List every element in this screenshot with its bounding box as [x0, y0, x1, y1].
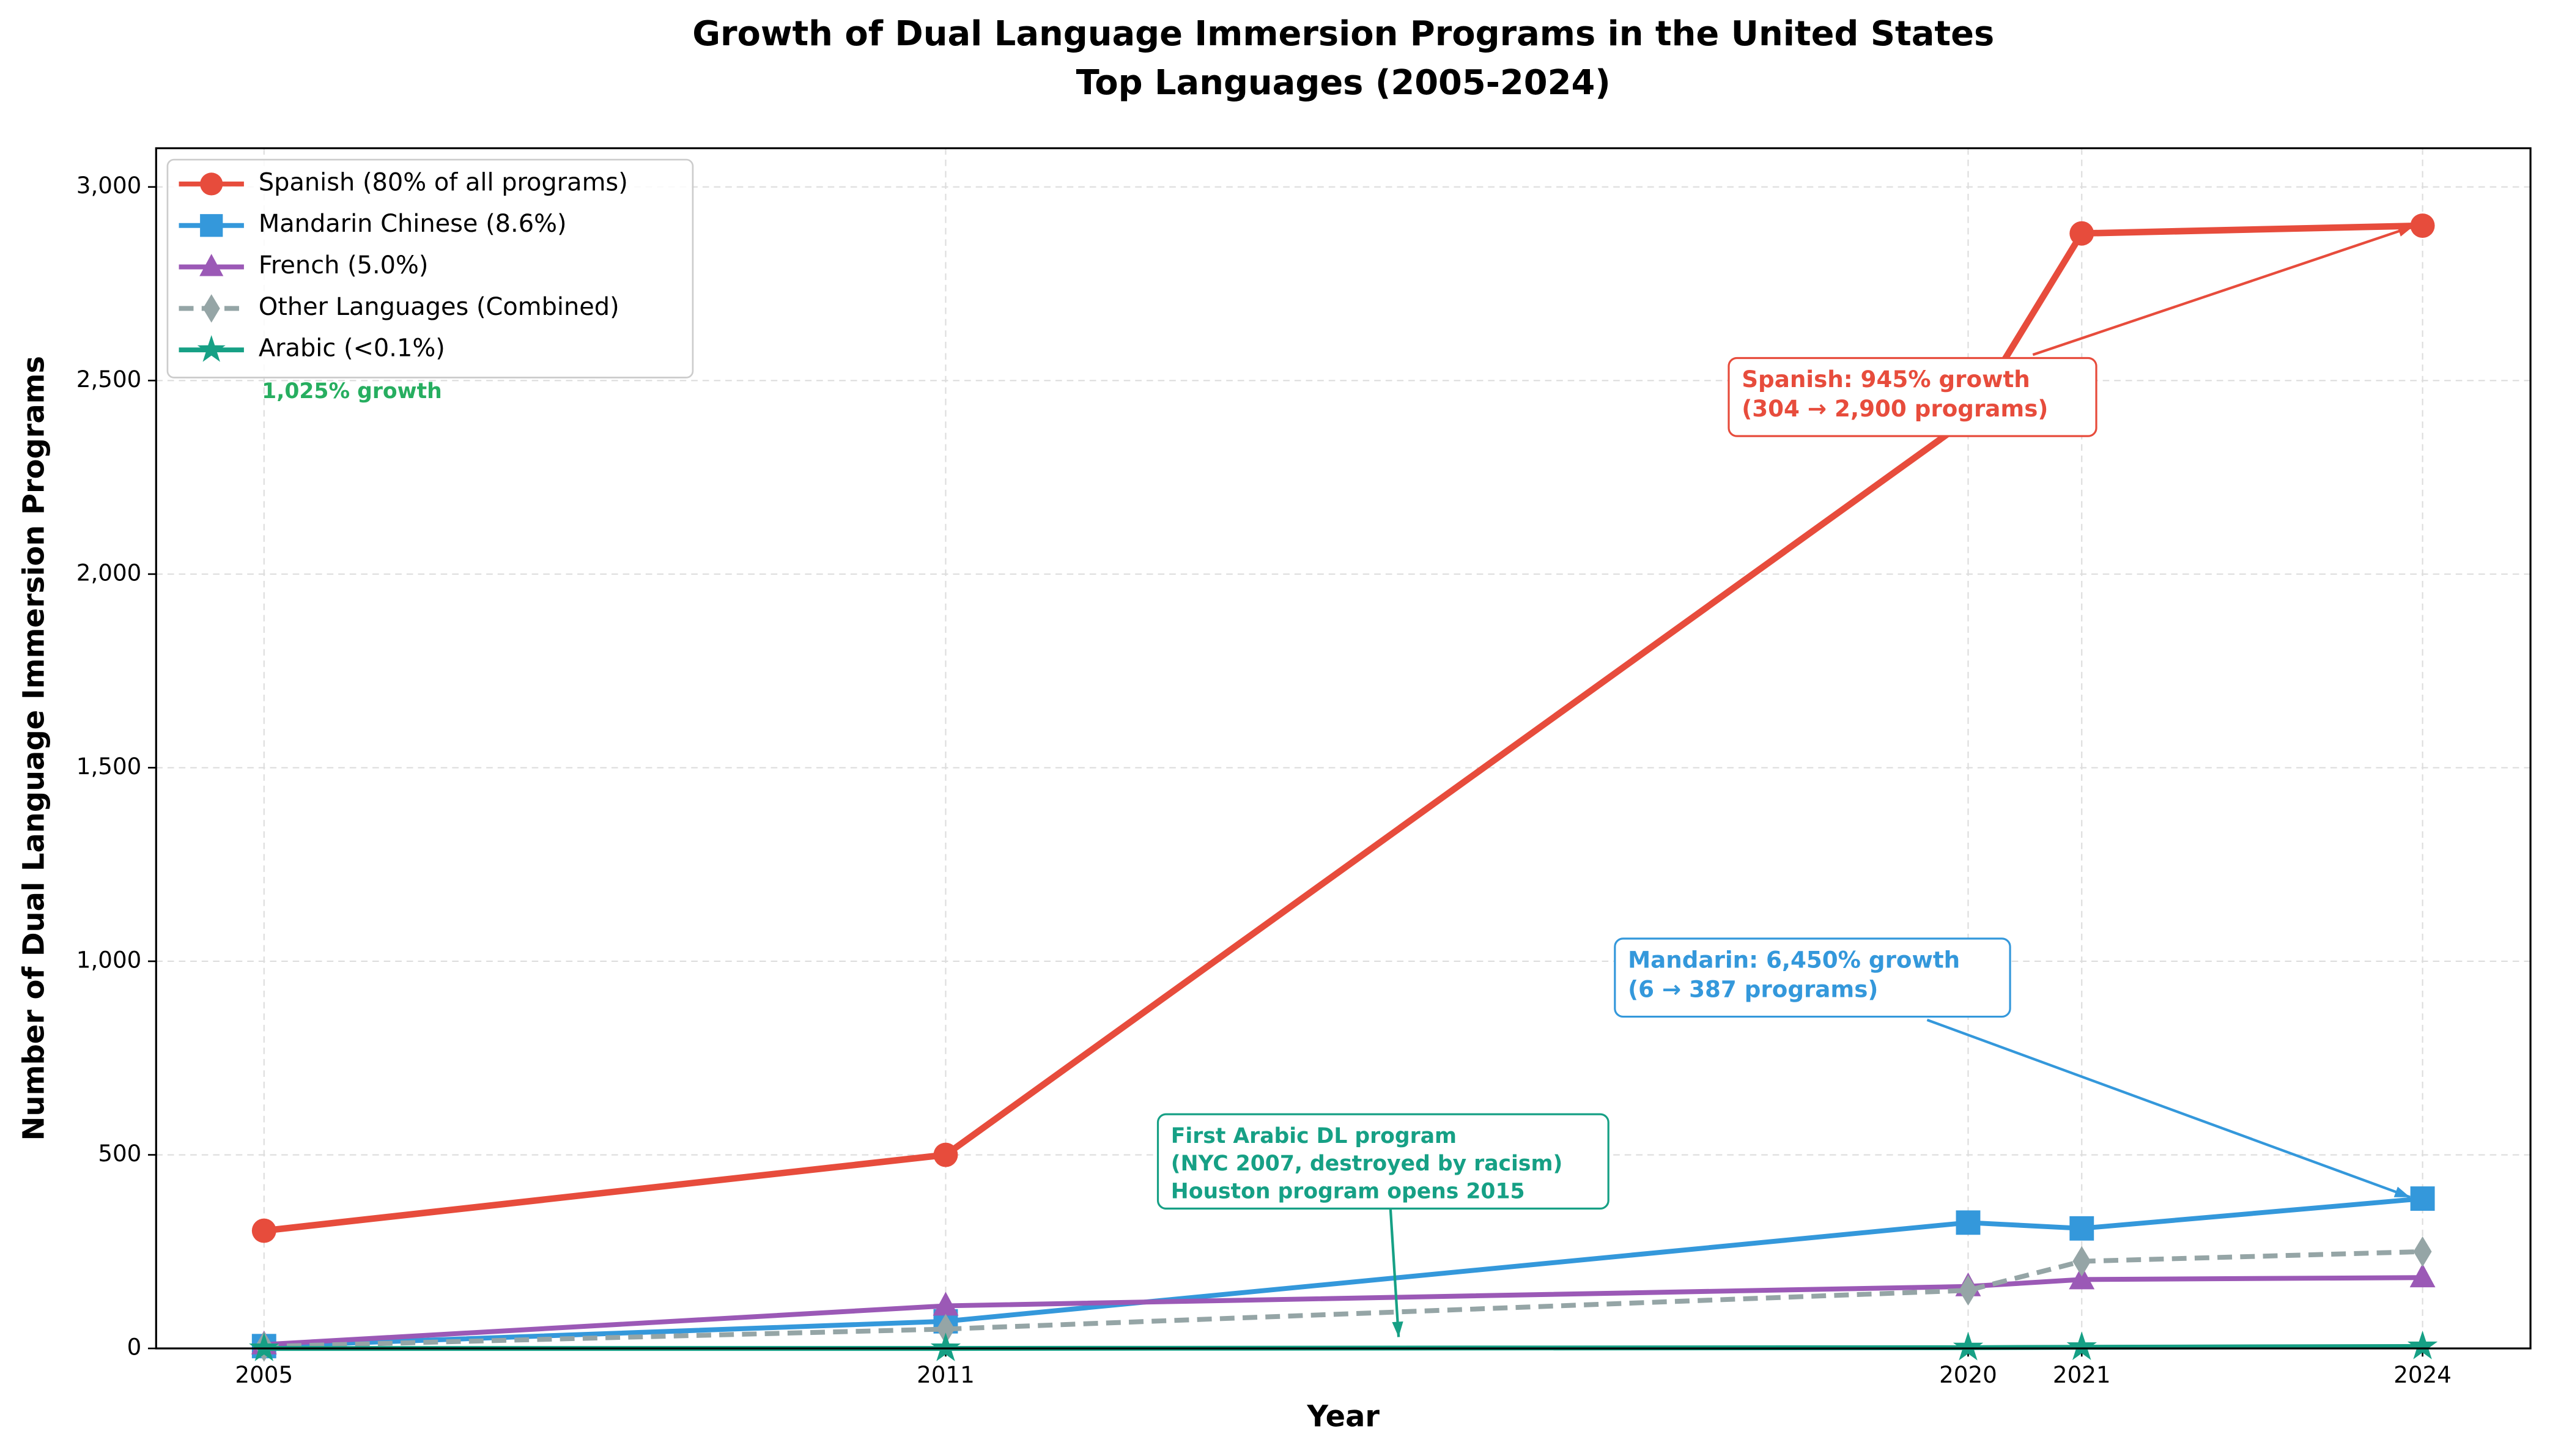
chart-subtitle: Top Languages (2005-2024)	[1076, 63, 1611, 103]
legend: Spanish (80% of all programs) Mandarin Ch…	[166, 158, 694, 379]
marker	[199, 254, 224, 276]
legend-label: Mandarin Chinese (8.6%)	[259, 210, 567, 238]
marker	[2069, 1265, 2095, 1290]
legend-label: Spanish (80% of all programs)	[259, 168, 628, 196]
marker	[1953, 1331, 1984, 1361]
annotation-text: (NYC 2007, destroyed by racism)	[1171, 1151, 1562, 1176]
annotation-arrow	[2032, 225, 2414, 357]
annotation-text: Spanish: 945% growth	[1742, 366, 2030, 393]
legend-label: French (5.0%)	[259, 251, 429, 279]
x-tick-label: 2024	[2393, 1361, 2452, 1388]
y-axis-label: Number of Dual Language Immersion Progra…	[18, 356, 51, 1141]
marker	[249, 1332, 279, 1362]
marker	[930, 1332, 961, 1362]
annotation-arrow	[1389, 1208, 1400, 1337]
marker	[2410, 213, 2435, 238]
y-tick-label: 2,500	[76, 366, 142, 393]
y-tick-label: 2,000	[76, 559, 142, 586]
annotation-box	[1728, 357, 2097, 437]
marker	[2413, 1236, 2432, 1267]
chart-title: Growth of Dual Language Immersion Progra…	[692, 14, 1994, 54]
arrow-head	[2393, 1186, 2411, 1197]
annotation: Mandarin: 6,450% growth(6 → 387 programs…	[1614, 937, 2411, 1199]
marker	[2069, 221, 2094, 246]
annotation: 1,025% growth	[262, 379, 442, 404]
marker	[2407, 1330, 2438, 1359]
annotation-text: First Arabic DL program	[1171, 1124, 1457, 1148]
annotation: Spanish: 945% growth(304 → 2,900 program…	[1728, 225, 2414, 437]
series-line	[264, 1249, 2423, 1349]
annotation-box	[1156, 1113, 1609, 1210]
arrow-head	[2397, 226, 2414, 237]
x-tick-label: 2020	[1939, 1361, 1997, 1388]
x-tick-label: 2021	[2053, 1361, 2111, 1388]
y-tick-label: 1,000	[76, 946, 142, 973]
marker	[2069, 1216, 2094, 1241]
y-tick-label: 500	[98, 1140, 141, 1167]
annotation-text: (6 → 387 programs)	[1628, 975, 1878, 1002]
annotation-text: Mandarin: 6,450% growth	[1628, 947, 1960, 974]
y-tick-label: 1,500	[76, 753, 142, 780]
legend-label: Other Languages (Combined)	[259, 293, 619, 321]
x-tick-label: 2005	[235, 1361, 293, 1388]
marker	[200, 172, 223, 196]
plot-frame	[155, 147, 2532, 1350]
marker	[1956, 1210, 1981, 1235]
marker	[251, 1218, 276, 1243]
annotation-box	[1614, 937, 2011, 1018]
annotation-arrow	[1926, 1018, 2411, 1199]
marker	[933, 1142, 958, 1167]
x-tick-label: 2011	[917, 1361, 975, 1388]
legend-label: Arabic (<0.1%)	[259, 334, 445, 363]
annotation-text: 1,025% growth	[262, 379, 442, 404]
y-tick-label: 0	[127, 1334, 142, 1361]
marker	[933, 1292, 959, 1316]
annotation-text: (304 → 2,900 programs)	[1742, 395, 2048, 422]
annotations: Spanish: 945% growth(304 → 2,900 program…	[262, 225, 2414, 1337]
marker	[2409, 1263, 2436, 1288]
marker	[197, 334, 226, 362]
legend-box	[166, 158, 694, 379]
marker	[200, 214, 223, 237]
marker	[2066, 1331, 2097, 1361]
marker	[2410, 1186, 2435, 1211]
annotation: First Arabic DL program (NYC 2007, destro…	[1156, 1113, 1609, 1337]
arrow-head	[1392, 1321, 1403, 1337]
y-tick-label: 3,000	[76, 172, 142, 199]
x-axis-label: Year	[1306, 1400, 1380, 1433]
annotation-text: Houston program opens 2015	[1171, 1179, 1525, 1203]
